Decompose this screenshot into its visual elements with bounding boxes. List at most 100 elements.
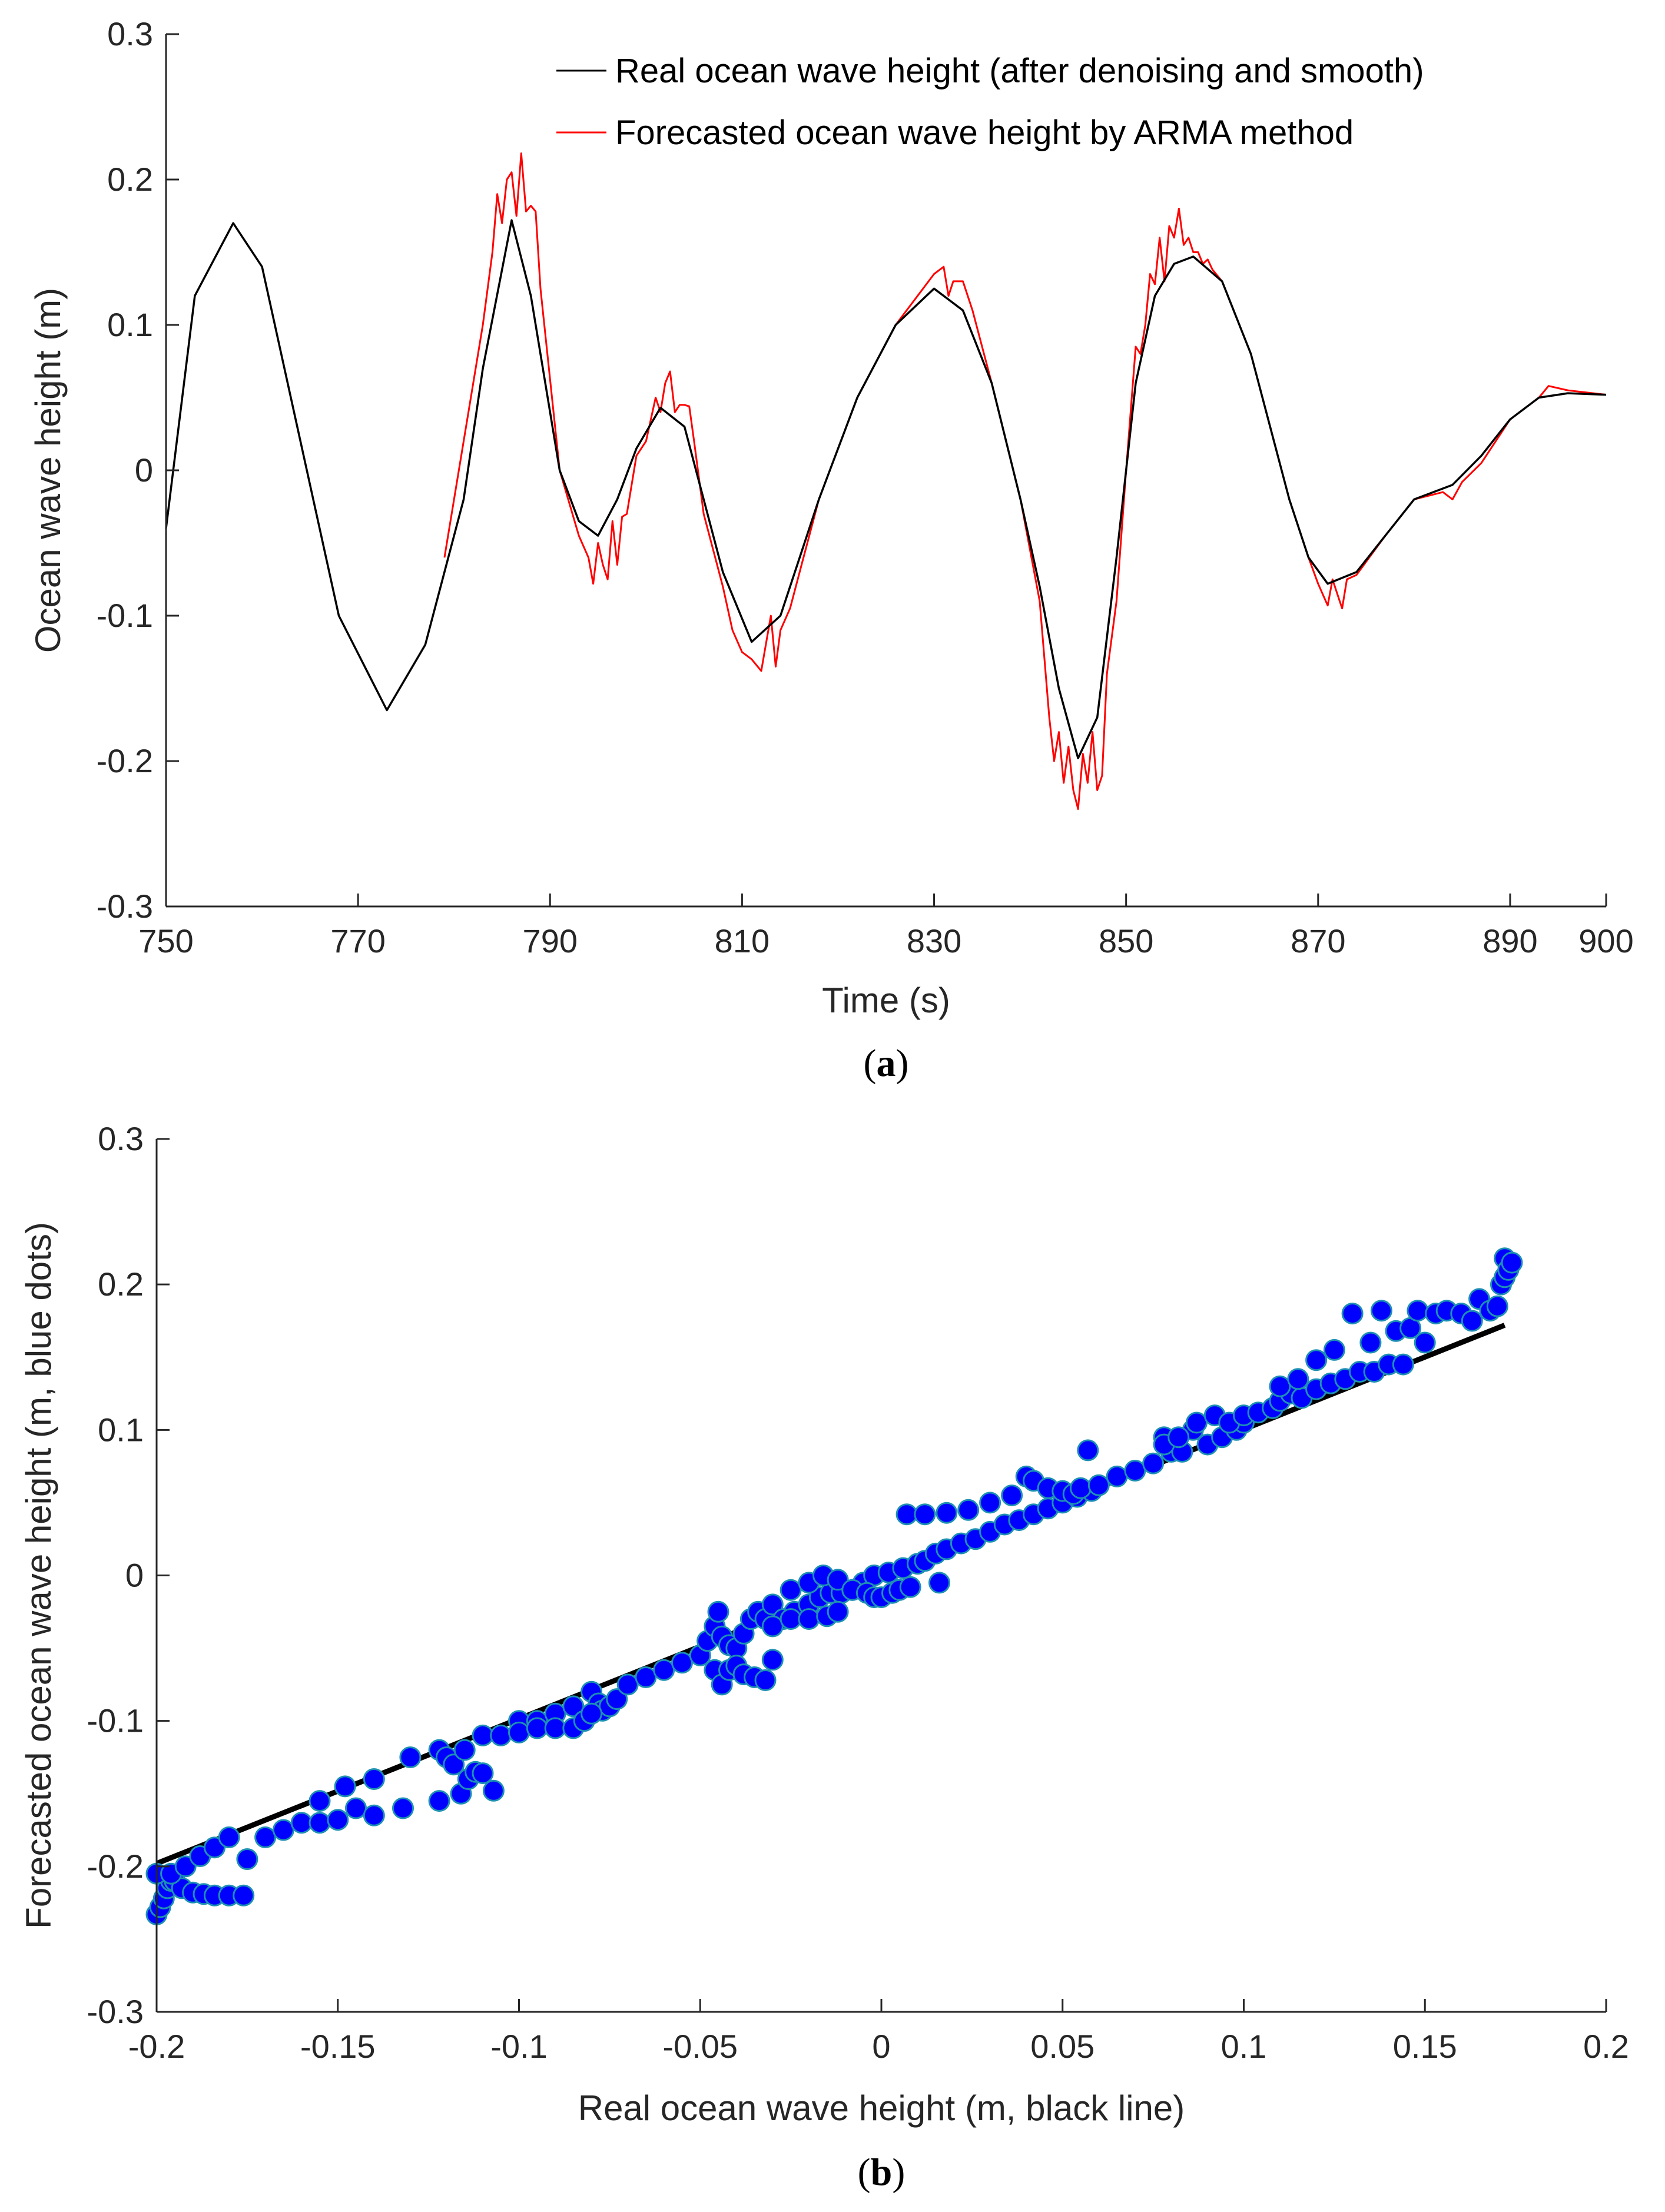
- scatter-point: [1186, 1411, 1208, 1434]
- panel-a-y-axis-label: Ocean wave height (m): [28, 288, 68, 653]
- scatter-point: [363, 1804, 385, 1826]
- scatter-point: [508, 1721, 530, 1743]
- scatter-point: [290, 1812, 313, 1834]
- legend-label-real: Real ocean wave height (after denoising …: [615, 52, 1424, 90]
- x-tick-label: -0.05: [662, 2028, 738, 2065]
- scatter-point: [1370, 1300, 1392, 1322]
- x-tick-label: 870: [1291, 922, 1345, 959]
- y-tick-label: -0.2: [87, 1848, 144, 1885]
- x-tick-label: 0.2: [1583, 2028, 1629, 2065]
- y-tick-label: -0.3: [97, 888, 154, 925]
- panel-b-scatter-chart: -0.2 -0.15 -0.1 -0.05 0 0.05 0.1 0.15 0.2 -0.3-0…: [19, 1120, 1629, 2194]
- panel-b-x-ticks: -0.2 -0.15 -0.1 -0.05 0 0.05 0.1 0.15 0.2: [128, 1999, 1629, 2065]
- scatter-point: [1070, 1477, 1092, 1499]
- scatter-point: [1341, 1303, 1364, 1325]
- y-tick-label: -0.1: [87, 1702, 144, 1739]
- scatter-point: [490, 1724, 512, 1746]
- x-tick-label: 0.05: [1030, 2028, 1094, 2065]
- panel-b-y-axis-label: Forecasted ocean wave height (m, blue do…: [19, 1222, 58, 1929]
- scatter-point: [254, 1826, 277, 1848]
- scatter-point: [309, 1812, 331, 1834]
- panel-b-y-ticks: -0.3 -0.2 -0.1 0 0.1 0.2 0.3: [87, 1120, 170, 2030]
- scatter-point: [453, 1739, 476, 1761]
- panel-b-points: [145, 1247, 1523, 1925]
- x-tick-label: 900: [1578, 922, 1633, 959]
- scatter-point: [780, 1579, 802, 1601]
- y-tick-label: 0.2: [107, 161, 153, 198]
- scatter-point: [526, 1717, 548, 1739]
- scatter-point: [780, 1608, 802, 1630]
- scatter-point: [761, 1649, 784, 1671]
- scatter-point: [1287, 1368, 1309, 1390]
- panel-a-label: (a): [864, 1042, 909, 1085]
- series-line-real: [165, 219, 1607, 759]
- y-tick-label: 0.1: [98, 1411, 144, 1448]
- scatter-point: [635, 1666, 657, 1688]
- panel-a-series: [165, 152, 1607, 810]
- y-tick-label: 0.1: [107, 306, 153, 343]
- y-tick-label: 0.3: [107, 15, 153, 52]
- scatter-point: [472, 1724, 494, 1746]
- y-tick-label: 0.2: [98, 1266, 144, 1303]
- scatter-point: [653, 1659, 675, 1681]
- x-tick-label: 850: [1099, 922, 1153, 959]
- x-tick-label: 0: [872, 2028, 890, 2065]
- scatter-point: [272, 1819, 294, 1841]
- scatter-point: [1486, 1295, 1508, 1317]
- scatter-point: [482, 1779, 505, 1802]
- scatter-point: [616, 1673, 639, 1696]
- scatter-point: [1392, 1353, 1414, 1376]
- scatter-point: [1269, 1375, 1291, 1397]
- panel-a-line-chart: 750 770 790 810 830 850 870 890 900 -0.3 -0.2 -0.1…: [28, 15, 1634, 1085]
- scatter-point: [345, 1797, 367, 1819]
- scatter-point: [1461, 1310, 1483, 1332]
- panel-b-label: (b): [858, 2151, 906, 2194]
- scatter-point: [544, 1717, 566, 1739]
- scatter-point: [428, 1790, 450, 1812]
- scatter-point: [472, 1762, 494, 1785]
- scatter-point: [1168, 1426, 1190, 1449]
- y-tick-label: -0.3: [87, 1993, 144, 2030]
- scatter-point: [1001, 1484, 1023, 1507]
- x-tick-label: 890: [1482, 922, 1537, 959]
- scatter-point: [309, 1790, 331, 1812]
- scatter-point: [581, 1702, 603, 1725]
- y-tick-label: 0.3: [98, 1120, 144, 1157]
- scatter-point: [1305, 1349, 1328, 1371]
- scatter-point: [1142, 1452, 1165, 1474]
- scatter-point: [392, 1797, 414, 1819]
- legend-label-forecast: Forecasted ocean wave height by ARMA met…: [615, 114, 1354, 152]
- panel-a-x-axis-label: Time (s): [822, 981, 950, 1020]
- panel-a-x-ticks: 750 770 790 810 830 850 870 890 900: [138, 894, 1634, 959]
- scatter-point: [327, 1809, 349, 1831]
- scatter-point: [761, 1593, 784, 1616]
- x-tick-label: 0.15: [1393, 2028, 1457, 2065]
- scatter-point: [798, 1608, 820, 1630]
- scatter-point: [218, 1826, 240, 1848]
- scatter-point: [754, 1669, 777, 1691]
- x-tick-label: -0.15: [300, 2028, 376, 2065]
- scatter-point: [562, 1695, 585, 1718]
- scatter-point: [899, 1576, 921, 1598]
- scatter-point: [606, 1688, 628, 1711]
- scatter-point: [236, 1848, 258, 1870]
- scatter-point: [914, 1503, 936, 1526]
- y-tick-label: -0.2: [97, 742, 154, 779]
- scatter-point: [1124, 1460, 1146, 1482]
- scatter-point: [233, 1884, 255, 1907]
- scatter-point: [1323, 1339, 1345, 1361]
- x-tick-label: 830: [907, 922, 961, 959]
- y-tick-label: 0: [125, 1557, 144, 1594]
- panel-a-y-ticks: -0.3 -0.2 -0.1 0 0.1 0.2 0.3: [97, 15, 179, 925]
- scatter-point: [1087, 1474, 1110, 1496]
- scatter-point: [827, 1600, 849, 1623]
- x-tick-label: 790: [523, 922, 578, 959]
- scatter-point: [443, 1753, 465, 1776]
- scatter-point: [761, 1615, 784, 1638]
- scatter-point: [895, 1503, 918, 1526]
- scatter-point: [928, 1572, 950, 1594]
- series-line-forecast: [443, 152, 1607, 810]
- x-tick-label: 810: [715, 922, 770, 959]
- scatter-point: [936, 1502, 958, 1524]
